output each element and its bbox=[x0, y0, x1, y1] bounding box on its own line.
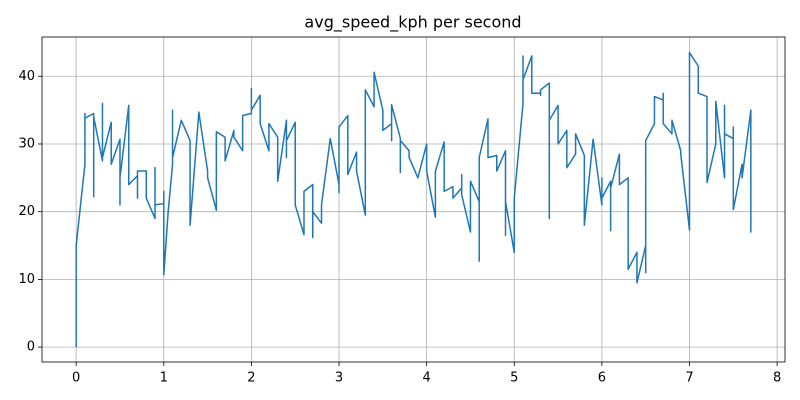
y-tick-label: 40 bbox=[18, 69, 35, 84]
x-tick-label: 1 bbox=[160, 371, 168, 386]
x-tick-label: 5 bbox=[510, 371, 518, 386]
y-tick-label: 30 bbox=[18, 136, 35, 151]
x-tick-label: 4 bbox=[423, 371, 431, 386]
x-tick-label: 0 bbox=[72, 371, 80, 386]
data-line bbox=[75, 51, 752, 348]
x-tick-label: 3 bbox=[335, 371, 343, 386]
x-tick-label: 7 bbox=[685, 371, 693, 386]
y-tick-label: 20 bbox=[18, 204, 35, 219]
chart-title: avg_speed_kph per second bbox=[304, 13, 521, 33]
x-tick-label: 8 bbox=[773, 371, 781, 386]
x-tick-label: 6 bbox=[598, 371, 606, 386]
y-tick-label: 10 bbox=[18, 272, 35, 287]
x-tick-label: 2 bbox=[247, 371, 255, 386]
plot-frame bbox=[41, 36, 786, 363]
y-tick-label: 0 bbox=[27, 340, 35, 355]
